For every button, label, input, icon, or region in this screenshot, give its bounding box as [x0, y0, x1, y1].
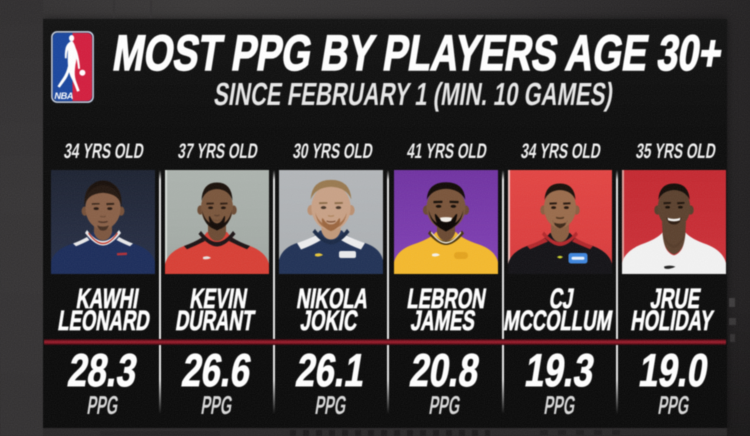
svg-text:NBA: NBA	[54, 91, 73, 101]
